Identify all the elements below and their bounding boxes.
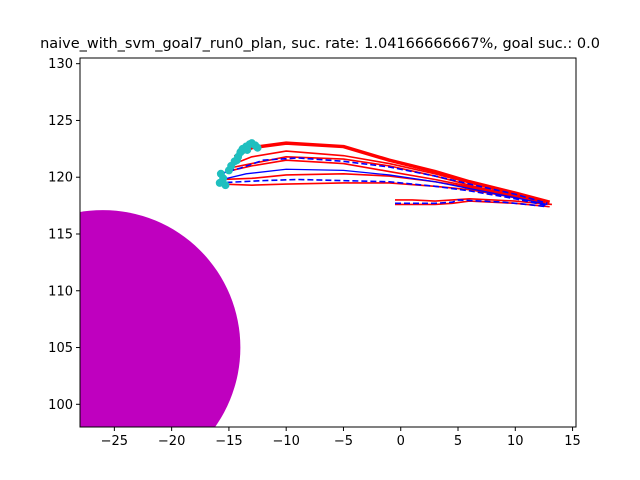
y-tick-label: 125 [48, 114, 73, 129]
cyan-point-layer [215, 139, 262, 190]
chart-title: naive_with_svm_goal7_run0_plan, suc. rat… [40, 36, 600, 52]
y-tick-label: 120 [48, 171, 73, 186]
x-tick-label: 15 [564, 434, 581, 449]
x-tick-label: −15 [215, 434, 242, 449]
blue-dashed-bound-line [217, 178, 548, 207]
x-tick-label: 0 [397, 434, 405, 449]
red-trajectory-line [233, 141, 551, 204]
x-tick-label: −5 [334, 434, 353, 449]
cyan-point [243, 145, 252, 154]
y-tick-label: 115 [48, 227, 73, 242]
blue-trajectory-layer [217, 157, 548, 208]
x-tick-label: 10 [507, 434, 524, 449]
red-trajectory-layer [222, 141, 553, 208]
y-axis: 100 105 110 115 120 125 130 [48, 57, 80, 413]
cyan-point [216, 169, 225, 178]
y-tick-label: 100 [48, 398, 73, 413]
cyan-point [232, 156, 241, 165]
y-tick-label: 105 [48, 341, 73, 356]
x-tick-label: −25 [101, 434, 128, 449]
blue-dashed-bound-line [219, 157, 548, 205]
plot-area [80, 139, 553, 427]
plot-frame [79, 57, 577, 428]
blue-mean-line [217, 168, 548, 206]
cyan-point [221, 181, 230, 190]
y-tick-label: 110 [48, 284, 73, 299]
x-tick-label: −20 [158, 434, 185, 449]
x-tick-label: 5 [454, 434, 462, 449]
red-trajectory-line [223, 173, 545, 203]
blue-dashed-bound-line [395, 199, 548, 208]
obstacle-circle [80, 210, 241, 427]
cyan-point [253, 143, 262, 152]
red-trajectory-line [395, 197, 553, 206]
red-trajectory-line [228, 155, 549, 203]
x-axis: −25 −20 −15 −10 −5 0 5 10 15 [101, 427, 581, 449]
obstacle-layer [80, 210, 241, 427]
y-tick-label: 130 [48, 57, 73, 72]
x-tick-label: −10 [272, 434, 299, 449]
